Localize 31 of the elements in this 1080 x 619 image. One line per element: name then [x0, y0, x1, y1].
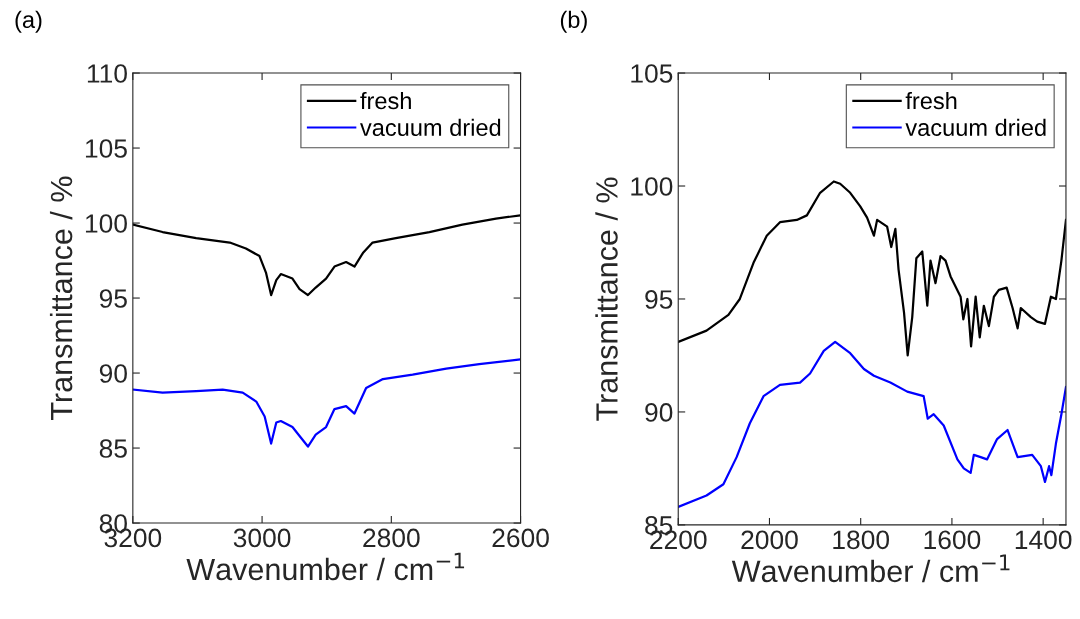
y-axis-title: Transmittance / % — [49, 176, 73, 420]
x-tick-label: 1400 — [1015, 530, 1072, 550]
y-tick-label: 85 — [99, 439, 127, 458]
line-series — [678, 180, 1066, 357]
y-axis-title: Transmittance / % — [595, 177, 618, 421]
legend-label: vacuum dried — [905, 118, 1046, 137]
y-tick-label: 95 — [645, 290, 673, 309]
x-tick-label: 2000 — [741, 530, 798, 550]
chart-title: (a) — [15, 10, 42, 33]
x-tick-label: 2600 — [492, 528, 549, 548]
y-tick-label: 90 — [99, 364, 127, 383]
legend-label: fresh — [360, 91, 411, 110]
y-tick-label: 110 — [87, 64, 127, 83]
x-tick-label: 1600 — [924, 530, 981, 550]
line-series — [132, 358, 521, 448]
legend-label: fresh — [905, 91, 957, 110]
x-tick-label: 1800 — [833, 530, 890, 550]
x-axis-title: Wavenumber / cm$^{−1}$ — [731, 554, 1010, 583]
legend-label: vacuum dried — [360, 118, 501, 137]
chart-title: (b) — [560, 10, 587, 33]
y-tick-label: 100 — [85, 214, 127, 233]
y-tick-label: 100 — [631, 177, 673, 196]
x-axis-title: Wavenumber / cm$^{−1}$ — [186, 552, 465, 581]
line-series — [132, 214, 521, 297]
line-series — [678, 340, 1066, 508]
x-tick-label: 2800 — [363, 528, 420, 548]
y-tick-label: 105 — [631, 64, 673, 83]
y-tick-label: 90 — [645, 403, 673, 422]
x-tick-label: 3000 — [233, 528, 291, 548]
y-tick-label: 95 — [99, 289, 127, 308]
y-tick-label: 105 — [85, 139, 127, 158]
